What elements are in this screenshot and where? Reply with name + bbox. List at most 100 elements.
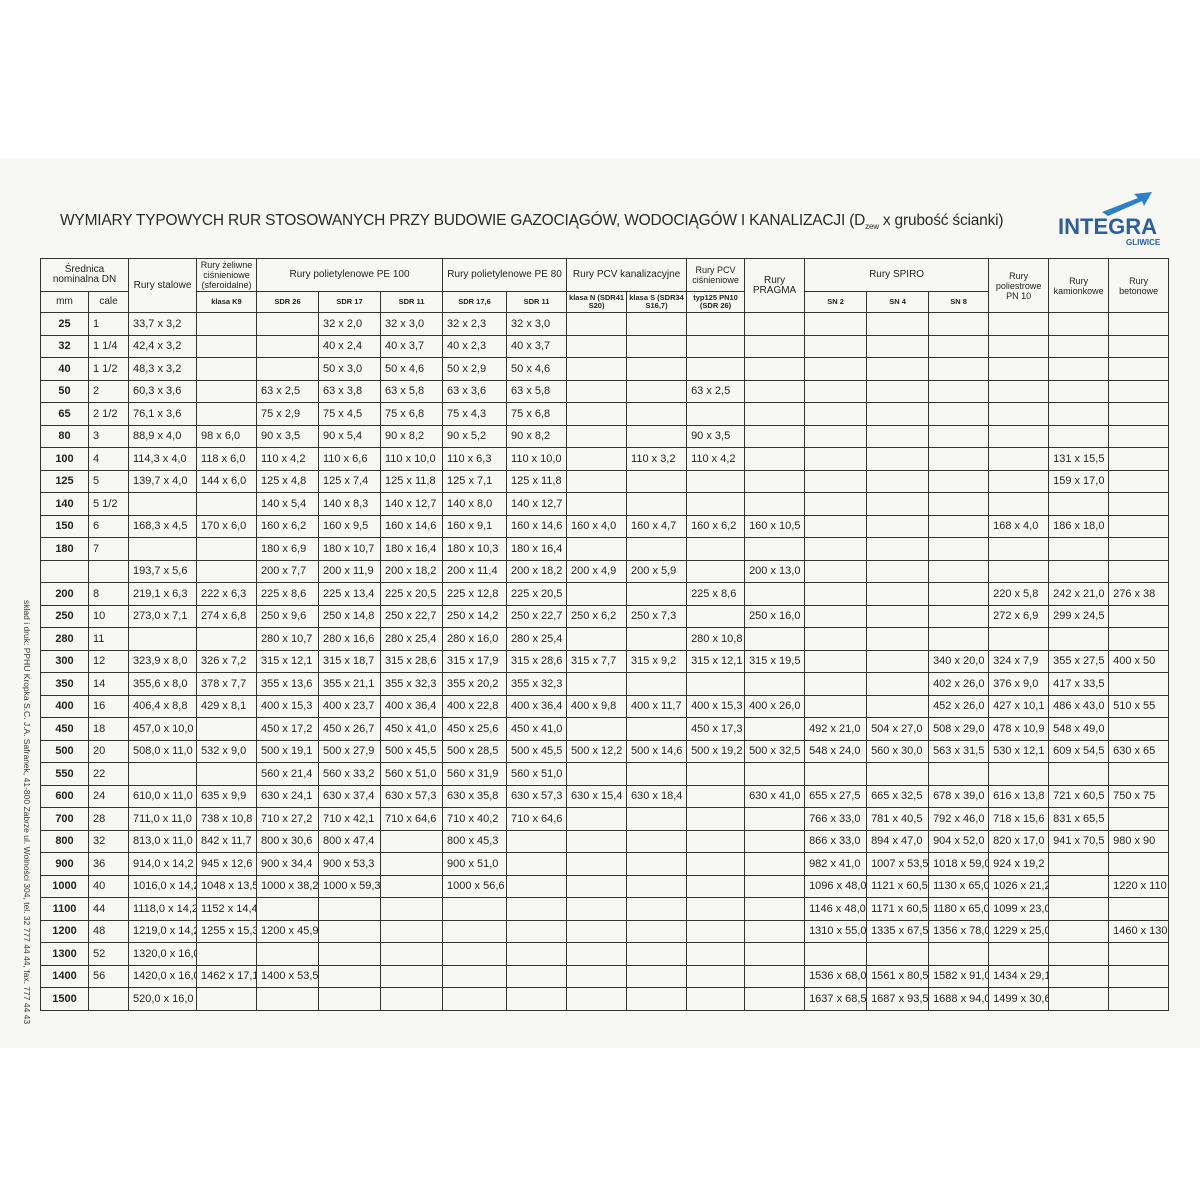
dn-cell: 25	[40, 312, 89, 336]
cell	[804, 672, 868, 696]
cell: 500 x 45,5	[379, 739, 444, 763]
cell	[686, 874, 746, 898]
cell: 710 x 64,6	[506, 807, 568, 831]
cell: 400 x 15,3	[686, 694, 746, 718]
cell: 315 x 17,9	[442, 649, 508, 673]
cell	[686, 357, 746, 381]
cell: 12	[88, 649, 129, 673]
cell	[686, 897, 746, 921]
cell: 63 x 2,5	[686, 379, 746, 403]
cell	[1108, 424, 1170, 448]
cell: 125 x 4,8	[256, 469, 319, 493]
cell	[928, 762, 990, 786]
cell: 323,9 x 8,0	[128, 649, 197, 673]
cell	[928, 627, 990, 651]
dn-cell: 900	[40, 852, 89, 876]
cell: 40	[88, 874, 129, 898]
cell	[1108, 627, 1170, 651]
cell	[626, 402, 688, 426]
cell: 140 x 8,3	[318, 492, 381, 516]
cell: 450 x 26,7	[318, 717, 381, 741]
cell	[566, 402, 628, 426]
cell: 315 x 12,1	[686, 649, 746, 673]
cell	[626, 874, 688, 898]
dn-cell: 65	[40, 402, 89, 426]
cell: 1335 x 67,5	[866, 919, 930, 943]
header-cell: Rury poliestrowe PN 10	[988, 258, 1050, 313]
cell: 7	[88, 537, 129, 561]
table-body: 25 1 33,7 x 3,2 32 x 2,0 32 x 3,0 32 x 2,3 32 …	[40, 312, 1170, 1011]
cell	[318, 964, 381, 988]
cell	[196, 379, 257, 403]
cell: 1220 x 110	[1108, 874, 1170, 898]
header-cell: Rury stalowe	[128, 258, 197, 313]
cell	[566, 964, 628, 988]
cell	[196, 627, 257, 651]
dn-cell: 1200	[40, 919, 89, 943]
cell: 1099 x 23,0	[988, 897, 1050, 921]
cell: 32 x 3,0	[379, 312, 444, 336]
cell	[1108, 357, 1170, 381]
cell: 800 x 47,4	[318, 829, 381, 853]
cell	[196, 492, 257, 516]
cell: 1121 x 60,5	[866, 874, 930, 898]
cell: 904 x 52,0	[928, 829, 990, 853]
table-row: 250 10 273,0 x 7,1 274 x 6,8 250 x 9,6 250 x …	[40, 604, 1170, 628]
cell: 200 x 7,7	[256, 559, 319, 583]
cell	[506, 897, 568, 921]
cell	[128, 627, 197, 651]
cell	[804, 424, 868, 448]
cell	[566, 537, 628, 561]
cell: 324 x 7,9	[988, 649, 1050, 673]
table-row: 180 7 180 x 6,9 180 x 10,7 180 x 16,4 180 x 1…	[40, 537, 1170, 561]
cell: 820 x 17,0	[988, 829, 1050, 853]
cell	[928, 537, 990, 561]
cell: 630 x 41,0	[744, 784, 806, 808]
cell	[196, 942, 257, 966]
cell	[1108, 537, 1170, 561]
cell: 160 x 6,2	[256, 514, 319, 538]
cell	[744, 357, 806, 381]
cell	[256, 897, 319, 921]
table-row: 280 11 280 x 10,7 280 x 16,6 280 x 25,4 280 x…	[40, 627, 1170, 651]
cell	[686, 852, 746, 876]
cell	[566, 762, 628, 786]
header-cell: Rury kamionkowe	[1048, 258, 1110, 313]
cell: 52	[88, 942, 129, 966]
cell	[988, 627, 1050, 651]
cell: 50 x 3,0	[318, 357, 381, 381]
cell	[866, 942, 930, 966]
logo-name: INTEGRA	[1058, 214, 1157, 239]
cell: 355 x 32,3	[506, 672, 568, 696]
cell	[686, 469, 746, 493]
dn-cell: 400	[40, 694, 89, 718]
cell: 140 x 12,7	[379, 492, 444, 516]
cell: 180 x 16,4	[506, 537, 568, 561]
dn-cell: 100	[40, 447, 89, 471]
cell: 450 x 25,6	[442, 717, 508, 741]
cell	[566, 379, 628, 403]
cell: 3	[88, 424, 129, 448]
cell: 280 x 10,8	[686, 627, 746, 651]
cell: 400 x 22,8	[442, 694, 508, 718]
cell: 40 x 2,4	[318, 334, 381, 358]
cell	[988, 312, 1050, 336]
cell	[866, 514, 930, 538]
dn-cell: 300	[40, 649, 89, 673]
cell	[988, 469, 1050, 493]
cell: 1420,0 x 16,0	[128, 964, 197, 988]
cell: 400 x 36,4	[506, 694, 568, 718]
cell: 56	[88, 964, 129, 988]
cell: 125 x 7,1	[442, 469, 508, 493]
cell	[1108, 559, 1170, 583]
cell	[686, 559, 746, 583]
header-cell: mm	[40, 291, 89, 313]
cell	[744, 874, 806, 898]
cell: 355 x 21,1	[318, 672, 381, 696]
cell	[686, 964, 746, 988]
cell: 250 x 6,2	[566, 604, 628, 628]
cell	[506, 829, 568, 853]
cell: 1026 x 21,2	[988, 874, 1050, 898]
dn-cell: 50	[40, 379, 89, 403]
